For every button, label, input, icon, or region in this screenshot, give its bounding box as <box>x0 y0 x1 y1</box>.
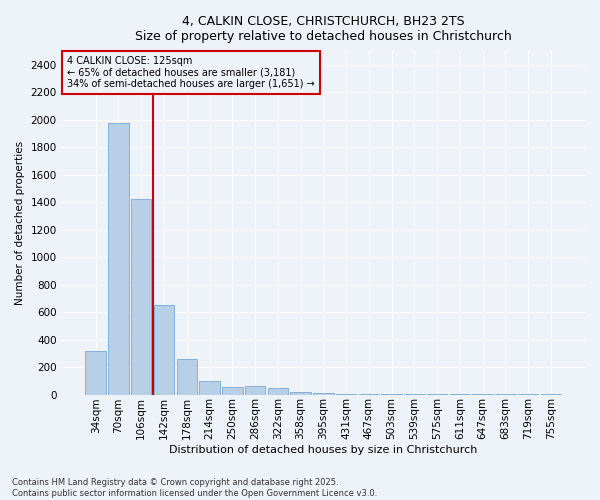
Title: 4, CALKIN CLOSE, CHRISTCHURCH, BH23 2TS
Size of property relative to detached ho: 4, CALKIN CLOSE, CHRISTCHURCH, BH23 2TS … <box>135 15 512 43</box>
Bar <box>176 359 197 394</box>
Bar <box>268 388 288 394</box>
Bar <box>108 122 129 394</box>
Bar <box>245 386 265 394</box>
X-axis label: Distribution of detached houses by size in Christchurch: Distribution of detached houses by size … <box>169 445 478 455</box>
Bar <box>85 350 106 395</box>
Bar <box>199 381 220 394</box>
Bar <box>154 305 174 394</box>
Text: Contains HM Land Registry data © Crown copyright and database right 2025.
Contai: Contains HM Land Registry data © Crown c… <box>12 478 377 498</box>
Y-axis label: Number of detached properties: Number of detached properties <box>15 141 25 305</box>
Bar <box>131 200 151 394</box>
Bar <box>222 387 242 394</box>
Bar <box>313 393 334 394</box>
Text: 4 CALKIN CLOSE: 125sqm
← 65% of detached houses are smaller (3,181)
34% of semi-: 4 CALKIN CLOSE: 125sqm ← 65% of detached… <box>67 56 314 90</box>
Bar <box>290 392 311 394</box>
